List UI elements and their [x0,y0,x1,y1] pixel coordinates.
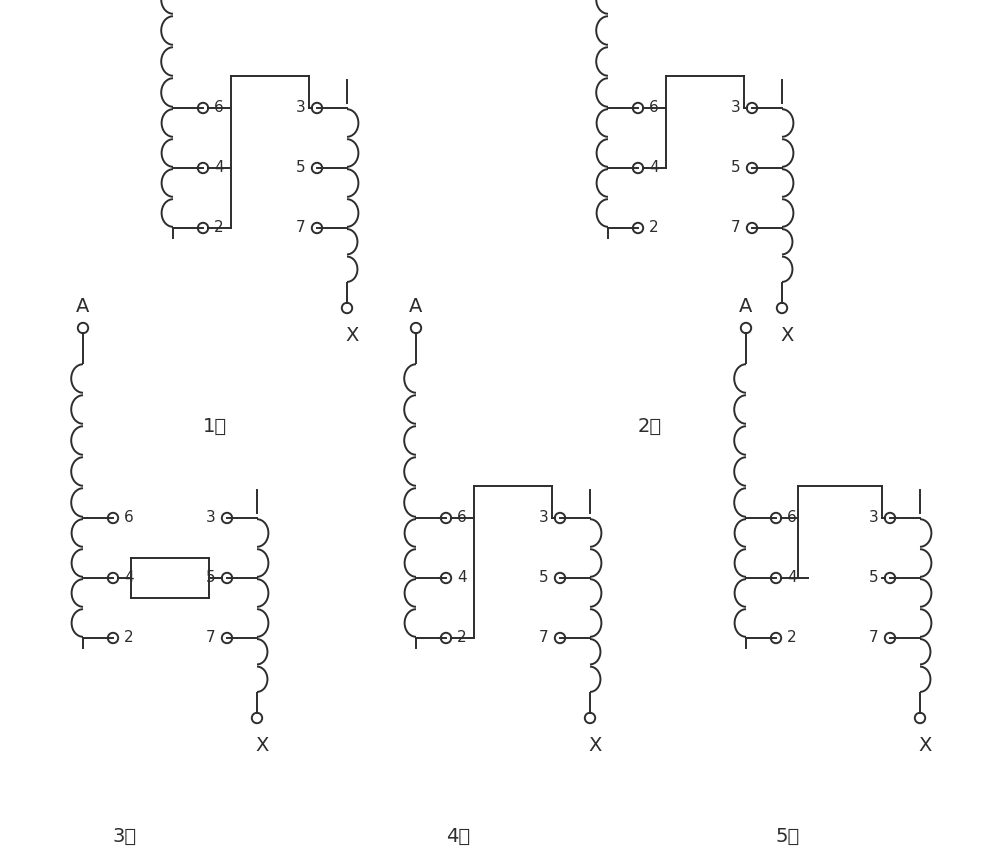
Text: 7: 7 [539,630,549,646]
Text: X: X [345,326,359,345]
Text: X: X [780,326,794,345]
Text: 2: 2 [787,630,797,646]
Text: A: A [76,297,90,316]
Text: 7: 7 [296,220,306,235]
Text: 5档: 5档 [776,827,800,846]
Text: X: X [918,736,932,755]
Text: 1档: 1档 [203,417,227,436]
Text: X: X [255,736,269,755]
Text: 2档: 2档 [638,417,662,436]
Text: 2: 2 [214,220,224,235]
Text: 3: 3 [206,510,216,525]
Text: 3: 3 [296,101,306,115]
Text: X: X [588,736,602,755]
Text: 5: 5 [869,570,879,586]
Text: 2: 2 [457,630,467,646]
Text: 2: 2 [649,220,659,235]
Text: 4: 4 [649,161,659,175]
Text: 4: 4 [214,161,224,175]
Text: 7: 7 [869,630,879,646]
Text: 6: 6 [457,510,467,525]
Text: 4档: 4档 [446,827,470,846]
Text: 6: 6 [787,510,797,525]
Text: 3: 3 [869,510,879,525]
Text: 6: 6 [214,101,224,115]
Text: 7: 7 [731,220,741,235]
Text: 5: 5 [731,161,741,175]
Text: 7: 7 [206,630,216,646]
Text: 3: 3 [539,510,549,525]
Text: 3: 3 [731,101,741,115]
Text: 6: 6 [649,101,659,115]
Text: 5: 5 [296,161,306,175]
Text: A: A [739,297,753,316]
Text: 3档: 3档 [113,827,137,846]
Text: 5: 5 [206,570,216,586]
Text: 4: 4 [124,570,134,586]
Text: A: A [409,297,423,316]
Text: 2: 2 [124,630,134,646]
Text: 5: 5 [539,570,549,586]
Text: 4: 4 [457,570,467,586]
Text: 6: 6 [124,510,134,525]
Text: 4: 4 [787,570,797,586]
